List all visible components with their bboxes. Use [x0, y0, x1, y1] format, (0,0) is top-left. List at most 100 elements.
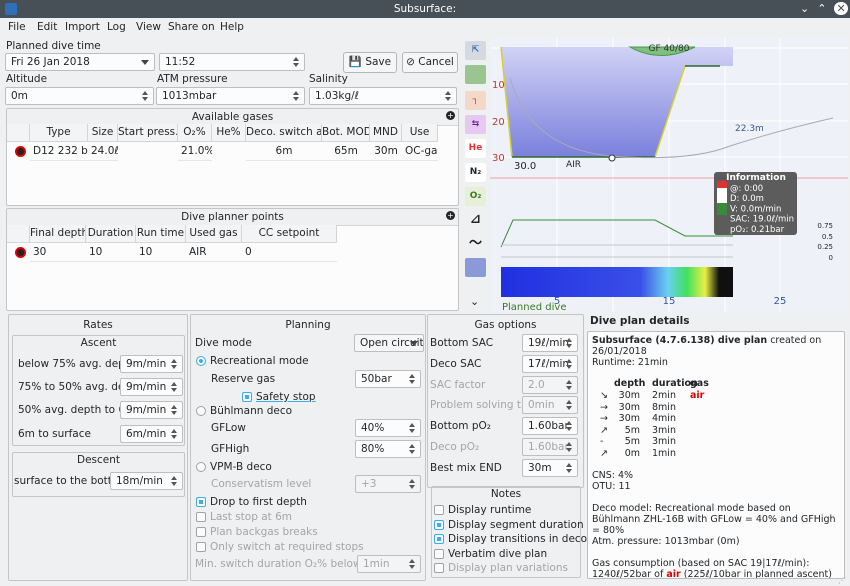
- planning-drop-first: Drop to first depth: [210, 496, 307, 508]
- add-gas[interactable]: +: [446, 111, 455, 120]
- tool-graph[interactable]: 〜: [468, 236, 482, 251]
- menu-item[interactable]: Share on: [168, 21, 215, 33]
- points-table: Final depth Duration Run time Used gas CC se…: [7, 225, 458, 310]
- planning-last-stop: Last stop at 6m: [210, 511, 293, 523]
- info-lines: V: 0.0m/min: [730, 204, 781, 214]
- descent-rows-value[interactable]: 18m/min: [110, 472, 183, 490]
- planner-salinity[interactable]: 1.03kg/ℓ: [309, 87, 457, 105]
- a[interactable]: VPM-B deco: [196, 461, 272, 473]
- po2-guides: [501, 244, 733, 258]
- rows-value[interactable]: 19ℓ/min: [522, 334, 578, 352]
- menu-item[interactable]: Help: [220, 21, 244, 33]
- toolbar-o2[interactable]: O₂: [465, 187, 486, 206]
- planner-altitude[interactable]: 0m: [5, 87, 154, 105]
- planner-time[interactable]: 11:52: [159, 53, 305, 71]
- menu-item[interactable]: Log: [107, 21, 126, 33]
- tool-tissue[interactable]: ⇆: [465, 115, 486, 134]
- tool-3m[interactable]: [465, 65, 486, 84]
- cancel-button[interactable]: ⊘ Cancel: [402, 52, 458, 73]
- a[interactable]: Drop to first depth: [196, 496, 307, 508]
- rows-bot-mod[interactable]: 65m: [322, 143, 370, 161]
- rows-value[interactable]: 1.60bar: [522, 417, 578, 436]
- a: Only switch at required stops: [196, 541, 364, 553]
- rows-dir: →: [600, 401, 608, 413]
- rows-size[interactable]: 24.0ℓ: [88, 143, 118, 161]
- planning-dive-mode[interactable]: Open circuit: [354, 334, 424, 352]
- planner-altitude-label: Altitude: [6, 73, 48, 85]
- tool-ruler[interactable]: ⊿: [470, 212, 481, 227]
- a[interactable]: Safety stop: [242, 391, 316, 403]
- rows-mnd[interactable]: 30m: [370, 143, 402, 161]
- window-controls[interactable]: ⌄⌃ ✕: [800, 2, 848, 15]
- rows-duration: 8min: [652, 401, 676, 413]
- rates-title: Rates: [83, 319, 113, 331]
- ascent-rows-value[interactable]: 9m/min: [120, 378, 183, 396]
- save-button[interactable]: 💾 Save: [343, 52, 397, 73]
- a[interactable]: Recreational mode: [196, 355, 309, 367]
- note-option[interactable]: Display runtime: [434, 504, 531, 516]
- rows-depth: 30m: [618, 390, 640, 401]
- tool-heatmap[interactable]: [465, 258, 486, 277]
- planner-date[interactable]: Fri 26 Jan 2018: [5, 53, 155, 71]
- planning-reserve[interactable]: 50bar: [355, 370, 421, 388]
- info-lines: pO₂: 0.21bar: [730, 225, 785, 235]
- planner-atm[interactable]: 1013mbar: [156, 87, 305, 105]
- rows-deco-switch[interactable]: 6m: [246, 143, 322, 161]
- cylinder-icon[interactable]: [15, 146, 26, 157]
- gases-headers: He%: [212, 124, 246, 142]
- planning-buhlmann: Bühlmann deco: [210, 405, 293, 417]
- gas-options-title: Gas options: [474, 319, 537, 331]
- profile-time-ticks: 5: [554, 296, 560, 307]
- rows-value[interactable]: 30m: [522, 458, 578, 477]
- ascent-rows-value[interactable]: 9m/min: [120, 355, 183, 373]
- menu-item[interactable]: View: [136, 21, 161, 33]
- checkbox: [434, 519, 444, 530]
- tool-ceiling[interactable]: ⇱: [465, 41, 486, 60]
- info-title: Information: [726, 173, 786, 183]
- gf-area: [628, 46, 696, 56]
- toolbar-he[interactable]: He: [465, 139, 486, 158]
- points-rows[interactable]: 30: [30, 244, 86, 262]
- ascent-rows-value[interactable]: 6m/min: [120, 425, 183, 443]
- rows-label: Problem solving time: [430, 399, 541, 412]
- ascent-rows-label: 6m to surface: [18, 428, 91, 440]
- rows-value[interactable]: 17ℓ/min: [522, 354, 578, 373]
- toolbar-more[interactable]: ⌄: [470, 295, 480, 308]
- ascent-rows-value[interactable]: 9m/min: [120, 401, 183, 419]
- points-rows[interactable]: 10: [86, 244, 136, 262]
- cb: [196, 512, 206, 522]
- note-option[interactable]: Verbatim dive plan: [434, 548, 547, 560]
- tool-calc[interactable]: ┐: [465, 91, 486, 110]
- planning-gfhigh[interactable]: 80%: [355, 440, 421, 458]
- toolbar-n2[interactable]: N₂: [465, 163, 486, 182]
- rows-depth: 5m: [624, 424, 640, 436]
- menu-item[interactable]: Import: [65, 21, 100, 33]
- po2-line: [500, 219, 733, 248]
- cylinder-icon[interactable]: [15, 247, 26, 258]
- checkbox: [434, 548, 444, 559]
- planning-vpmb: VPM-B deco: [210, 461, 272, 473]
- rows-o2[interactable]: 21.0%: [178, 143, 212, 161]
- planning-only-switch: Only switch at required stops: [210, 541, 364, 553]
- rows-dir: ↗: [600, 424, 608, 436]
- handle[interactable]: [608, 154, 616, 162]
- points-headers: Used gas: [186, 225, 242, 243]
- add-point[interactable]: +: [446, 211, 455, 220]
- rows-use[interactable]: OC-gas: [402, 143, 438, 161]
- gas-options-panel: [427, 314, 584, 488]
- points-rows[interactable]: AIR: [186, 244, 242, 262]
- rows-type[interactable]: D12 232 bar: [30, 143, 88, 161]
- menu-item[interactable]: File: [8, 21, 26, 33]
- rows-dir: -: [600, 436, 604, 447]
- planner-salinity-label: Salinity: [309, 73, 348, 85]
- gases-headers: Type: [30, 124, 88, 142]
- menu-item[interactable]: Edit: [37, 21, 58, 33]
- points-rows[interactable]: 0: [242, 244, 337, 262]
- a[interactable]: Bühlmann deco: [196, 405, 292, 417]
- note-option[interactable]: Display transitions in deco: [434, 533, 587, 545]
- note-option[interactable]: Display segment duration: [434, 519, 584, 531]
- points-headers: Final depth: [30, 225, 86, 243]
- plan-details-headers: duration: [652, 378, 698, 389]
- planning-gflow[interactable]: 40%: [355, 419, 421, 437]
- points-rows[interactable]: 10: [136, 244, 186, 262]
